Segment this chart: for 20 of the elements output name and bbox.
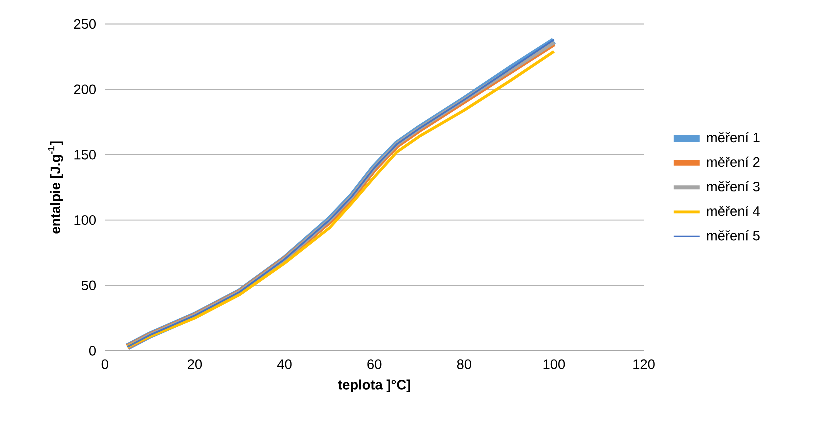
legend-label: měření 5	[707, 230, 760, 241]
x-tick-label: 60	[368, 360, 382, 370]
y-tick-label: 100	[74, 215, 96, 226]
y-tick-label: 150	[74, 150, 96, 160]
legend-label: měření 2	[707, 156, 760, 168]
legend-label: měření 4	[707, 206, 760, 216]
y-tick-label: 200	[74, 84, 96, 94]
legend-label: měření 3	[707, 181, 760, 192]
x-axis-title: teplota ]°C]	[338, 380, 410, 393]
y-tick-label: 250	[74, 19, 96, 30]
x-tick-label: 120	[634, 360, 655, 370]
x-tick-label: 100	[544, 360, 566, 370]
x-tick-label: 40	[277, 360, 292, 370]
legend-label: měření 1	[707, 132, 760, 143]
y-axis-title: entalpie [J.g$^{-1}$]	[48, 142, 64, 234]
x-tick-label: 20	[188, 360, 202, 370]
y-tick-label: 50	[82, 280, 96, 291]
x-tick-label: 0	[102, 360, 108, 370]
y-tick-label: 0	[89, 346, 96, 356]
x-tick-label: 80	[457, 360, 472, 370]
